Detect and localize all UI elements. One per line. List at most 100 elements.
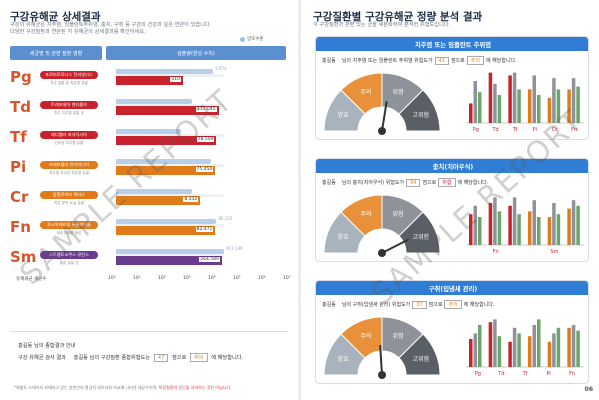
chart-bar	[497, 336, 502, 367]
intro-line-2: 다양한 구강질환과 연관된 각 유해균의 상세결과를 확인하세요.	[10, 29, 146, 35]
chart-bar	[493, 197, 497, 245]
axis-title: 유해세균 세균수	[16, 277, 47, 282]
summary-line: 구강 유해균 검사 결과 홍길동 님의 구강질환 종합위험도는 47 점으로 주…	[18, 353, 243, 362]
chart-bar	[556, 214, 561, 245]
bar-track	[116, 134, 224, 137]
bacteria-symbol: Pi	[10, 158, 27, 176]
chart-bar	[508, 205, 512, 245]
panel-score: 41	[434, 57, 449, 65]
gauge-label: 위험	[393, 88, 404, 96]
bacteria-effect: 난치성 치주염 유발	[54, 141, 84, 145]
chart-bar	[497, 211, 502, 245]
axis-tick: 10³	[183, 276, 191, 281]
chart-label: Pg	[475, 371, 481, 377]
panel-title: 치주염 또는 임플란트 주위염	[316, 37, 588, 51]
panel-user: 홍길동	[322, 180, 336, 186]
bar-track	[116, 254, 224, 257]
count-value: 78,509	[196, 137, 215, 142]
chart-bar	[517, 89, 521, 123]
count-value: 75,450	[195, 167, 214, 172]
bacteria-row-cr: Cr 캄필로박터 렉터스 치은 부착 소실 유발 8,332	[8, 184, 292, 214]
panel-text-part: 님의 치주염 또는 임플란트 주위염 위험도가	[341, 58, 433, 64]
bacteria-name: 캄필로박터 렉터스	[40, 191, 98, 199]
chart-bar	[556, 327, 561, 367]
summary-part-end: 에 해당합니다.	[211, 355, 244, 361]
chart-bar	[493, 319, 497, 367]
chart-bar	[537, 95, 541, 123]
panel-text: 홍길동 님의 구취(입냄새 관리) 위험도가 37 점으로 주의 에 해당합니다.	[322, 300, 494, 309]
panel-level: 주의	[466, 56, 484, 65]
chart-bar	[552, 78, 556, 123]
footnote-text: *위험도 스태이지 보테하고 있는 일반인의 평균치 데이터와 비교해 나타낸 …	[14, 385, 159, 390]
right-page: 구강질환별 구강유해균 정량 분석 결과 각 구강질환과 관련 있는 균을 세분…	[301, 0, 599, 400]
footnote: *위험도 스태이지 보테하고 있는 일반인의 평균치 데이터와 비교해 나타낸 …	[14, 385, 231, 391]
summary-user: 홍길동	[73, 355, 88, 361]
reference-value: 5,974	[215, 66, 227, 71]
divider	[10, 331, 288, 332]
chart-label: Pi	[533, 127, 537, 133]
chart-bar	[488, 72, 493, 123]
bacteria-effect: 바이오필름 형성	[56, 231, 82, 235]
bar-track	[116, 164, 224, 167]
gauge-segment	[398, 333, 441, 376]
chart-bar	[517, 333, 521, 367]
reference-bar	[116, 129, 181, 134]
bacteria-chart: Pg Td Tf Pi Fn	[466, 319, 584, 377]
count-value: 8,332	[183, 197, 199, 202]
gauge-label: 양호	[338, 111, 350, 119]
reference-bar	[116, 219, 217, 224]
summary-part-unit: 점으로	[172, 355, 187, 361]
reference-bar	[116, 249, 224, 254]
chart-bar	[528, 89, 532, 123]
reference-bar	[116, 69, 214, 74]
panel-text-unit: 점으로	[422, 180, 437, 186]
bacteria-effect: 치주염 괴사성 치은염 유발	[49, 171, 89, 175]
chart-bar	[567, 89, 571, 123]
bacteria-row-td: Td 트레포네마 덴티콜라 치주 지주염 유발 균 115,045	[8, 94, 292, 124]
chart-bar	[537, 217, 541, 245]
count-bar: 310	[116, 76, 183, 85]
axis-tick: 10⁶	[258, 276, 266, 281]
panel-title: 구취(입냄새 관리)	[316, 281, 588, 295]
summary-box: 홍길동 님의 종합결과 안내 구강 유해균 검사 결과 홍길동 님의 구강질환 …	[14, 339, 280, 369]
chart-label: Fn	[571, 127, 577, 133]
chart-bar	[473, 205, 477, 245]
right-intro: 각 구강질환과 관련 있는 균을 세분화하여 분석한 위험도입니다.	[313, 22, 451, 28]
chart-bar	[537, 319, 541, 367]
chart-bar	[493, 83, 497, 123]
disease-panel-1: 충치(치아우식) 홍길동 님의 충치(치아우식) 위험도가 94 점으로 위험 에 해당합니…	[315, 158, 589, 262]
bacteria-name: 프레보텔라 인터미디어	[40, 161, 98, 169]
gauge-label: 주의	[360, 88, 371, 96]
chart-label: Tf	[522, 371, 528, 377]
bacteria-name: 태너렐라 포사이시아	[40, 131, 98, 139]
disease-panel-0: 치주염 또는 임플란트 주위염 홍길동 님의 치주염 또는 임플란트 주위염 위험도…	[315, 36, 589, 140]
bar-track	[116, 104, 224, 107]
gauge-label: 양호	[338, 355, 350, 363]
gauge-hub	[378, 127, 386, 135]
panel-score: 37	[412, 301, 427, 309]
panel-level: 위험	[438, 178, 456, 187]
reference-value: 85,225	[218, 216, 233, 221]
footnote-highlight: 특정질환의 진단을 의미하는 것은 아닙니다.	[158, 385, 232, 390]
chart-label: Td	[491, 127, 498, 133]
axis-tick: 10⁷	[283, 276, 291, 281]
bacteria-row-pg: Pg 포르피로모나스 진지발리스 치주 질환 및 치은염 유발 5,974 310	[8, 64, 292, 94]
chart-label: Sm	[550, 249, 558, 255]
reference-bar	[116, 99, 192, 104]
summary-level: 주의	[190, 353, 208, 362]
chart-bar	[532, 325, 536, 367]
panel-level: 주의	[444, 300, 462, 309]
gauge-segment	[398, 89, 441, 132]
chart-bar	[576, 86, 580, 123]
chart-bar	[469, 103, 473, 123]
count-bar: 82,471	[116, 226, 216, 235]
chart-label: Fn	[492, 249, 498, 255]
page-title: 구강유해균 상세결과	[10, 11, 101, 23]
gauge-label: 위험	[393, 332, 404, 340]
panel-text-end: 에 해당합니다.	[463, 302, 495, 308]
chart-bar	[478, 217, 482, 245]
count-bar: 75,450	[116, 166, 216, 175]
chart-bar	[571, 325, 576, 367]
